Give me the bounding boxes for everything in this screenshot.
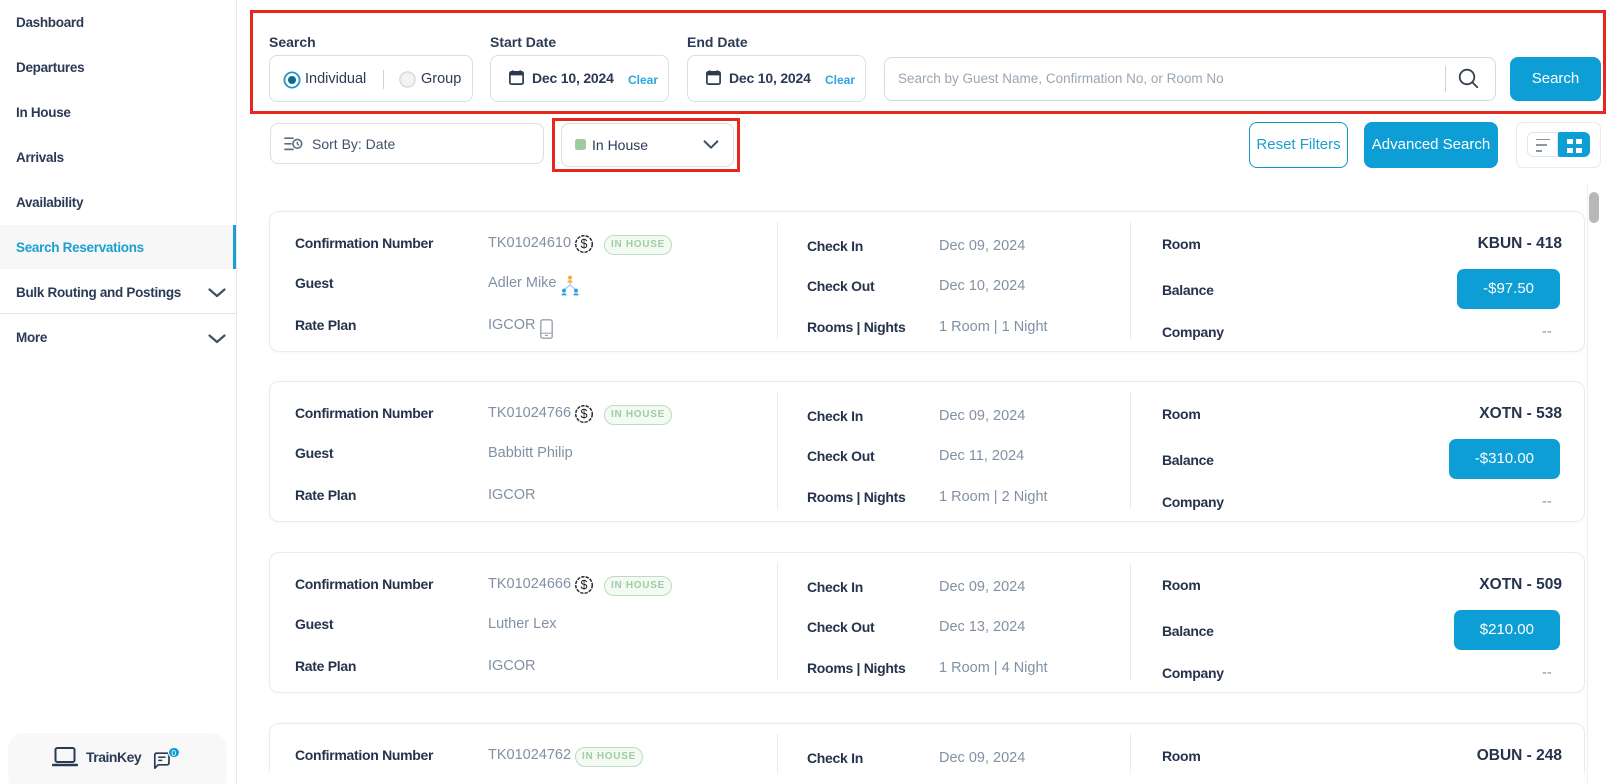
svg-text:$: $ — [581, 578, 588, 592]
svg-text:$: $ — [581, 407, 588, 421]
svg-text:$: $ — [581, 237, 588, 251]
